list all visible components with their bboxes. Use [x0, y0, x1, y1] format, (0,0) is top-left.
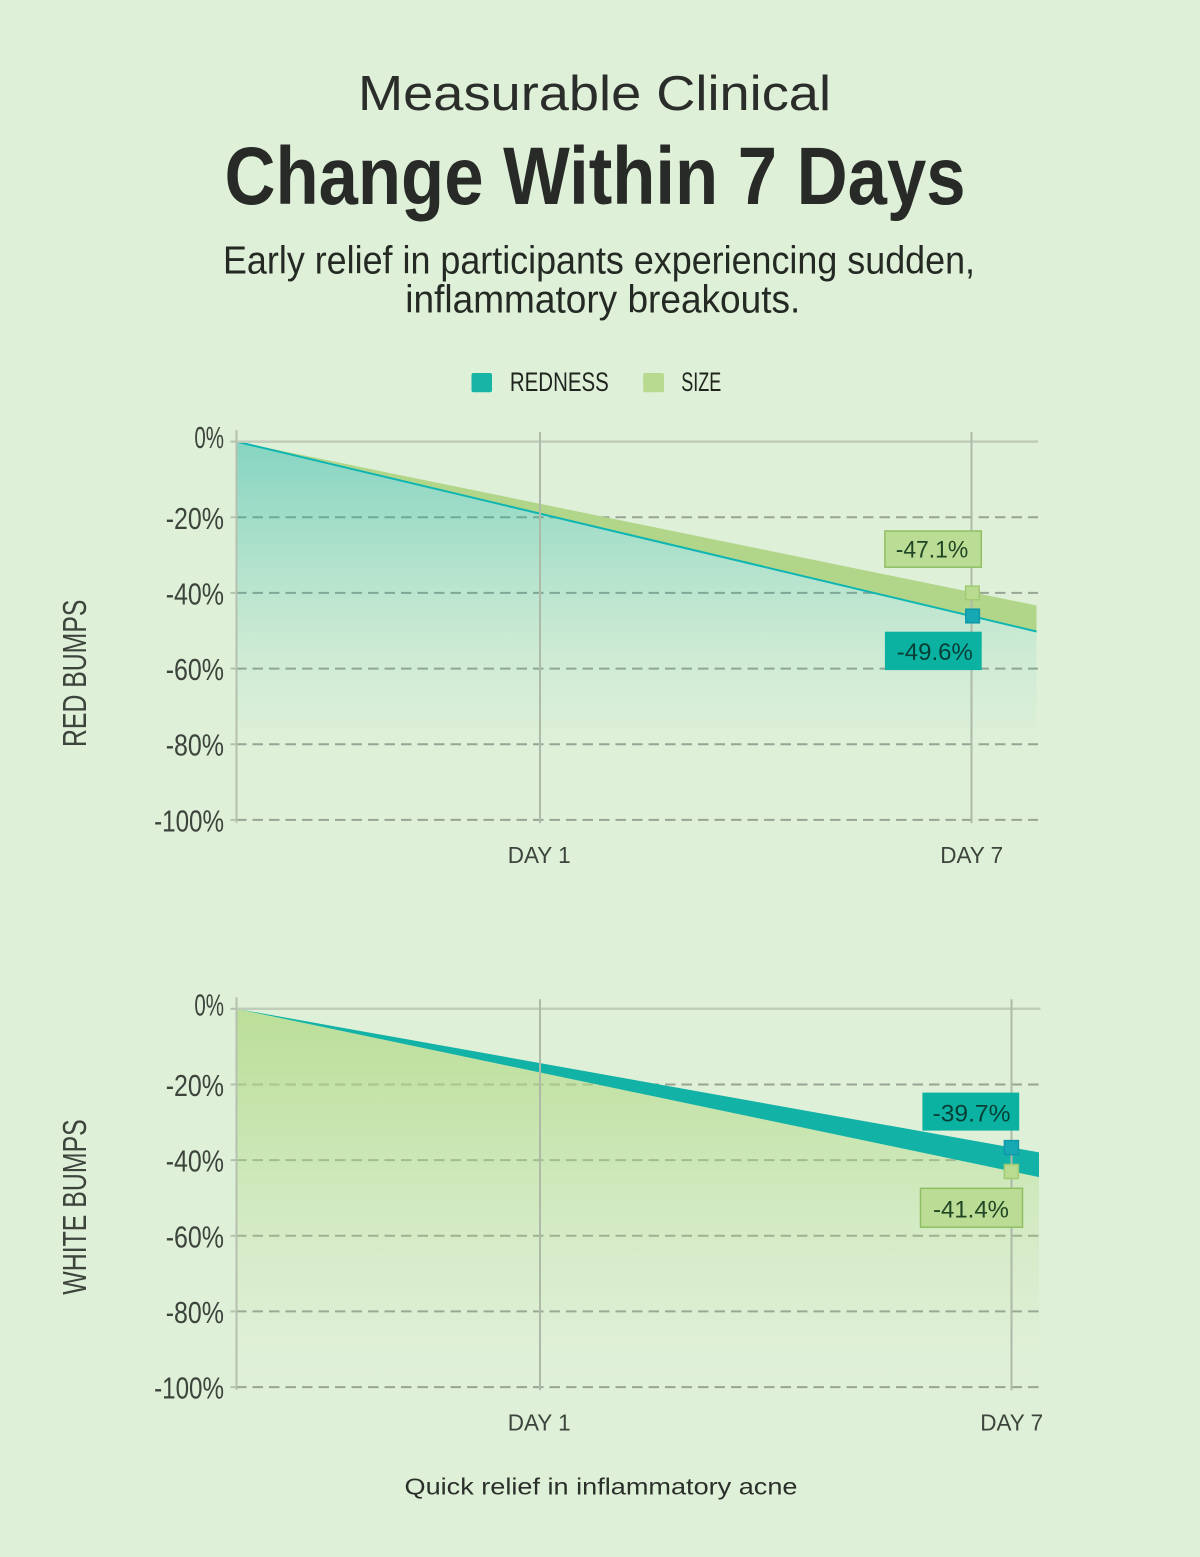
- svg-text:-100%: -100%: [154, 803, 224, 838]
- svg-text:-49.6%: -49.6%: [897, 639, 973, 666]
- svg-text:Early relief in participants e: Early relief in participants experiencin…: [223, 239, 975, 282]
- svg-text:REDNESS: REDNESS: [510, 367, 609, 397]
- svg-text:DAY 1: DAY 1: [508, 1410, 571, 1436]
- svg-text:WHITE BUMPS: WHITE BUMPS: [56, 1119, 93, 1295]
- svg-text:DAY 1: DAY 1: [508, 842, 571, 868]
- svg-text:-60%: -60%: [166, 1219, 224, 1254]
- svg-text:-20%: -20%: [166, 501, 224, 536]
- svg-text:-40%: -40%: [166, 576, 224, 611]
- svg-text:DAY 7: DAY 7: [940, 842, 1003, 868]
- svg-text:-41.4%: -41.4%: [933, 1197, 1009, 1224]
- svg-text:-47.1%: -47.1%: [896, 536, 969, 563]
- svg-text:Measurable Clinical: Measurable Clinical: [358, 67, 831, 121]
- svg-text:-80%: -80%: [166, 728, 224, 763]
- svg-text:-20%: -20%: [166, 1068, 224, 1103]
- svg-text:-60%: -60%: [166, 652, 224, 687]
- svg-text:DAY 7: DAY 7: [980, 1410, 1043, 1436]
- svg-text:0%: 0%: [194, 420, 224, 455]
- svg-text:SIZE: SIZE: [681, 367, 721, 397]
- svg-text:-40%: -40%: [166, 1144, 224, 1179]
- svg-text:0%: 0%: [194, 987, 224, 1022]
- svg-text:-39.7%: -39.7%: [933, 1101, 1011, 1128]
- svg-text:Change Within 7 Days: Change Within 7 Days: [225, 131, 966, 222]
- svg-text:inflammatory breakouts.: inflammatory breakouts.: [405, 279, 800, 322]
- svg-text:Quick relief in inflammatory a: Quick relief in inflammatory acne: [405, 1474, 798, 1500]
- svg-text:RED BUMPS: RED BUMPS: [56, 600, 93, 747]
- svg-text:-100%: -100%: [154, 1371, 224, 1406]
- svg-text:-80%: -80%: [166, 1295, 224, 1330]
